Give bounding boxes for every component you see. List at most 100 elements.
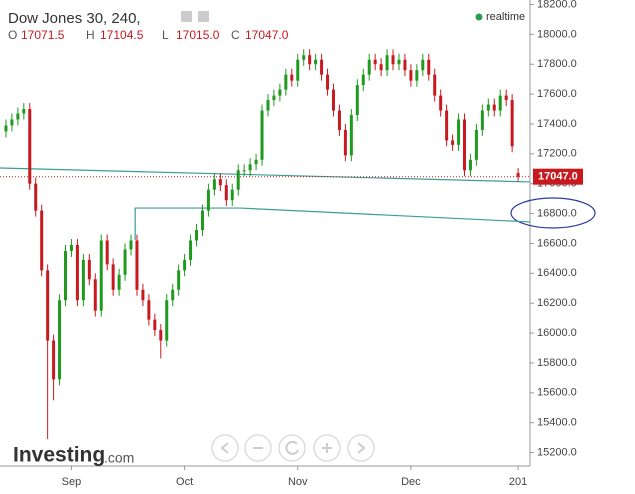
x-tick-label: Oct <box>176 476 193 488</box>
candle-body <box>415 70 419 81</box>
candle-body <box>93 279 97 311</box>
y-tick-label: 15800.0 <box>537 357 577 369</box>
plot-area <box>0 0 530 466</box>
candle-body <box>516 173 520 177</box>
y-tick-label: 17200.0 <box>537 148 577 160</box>
x-tick-label: Nov <box>288 476 308 488</box>
candle-body <box>474 129 478 160</box>
candle-body <box>22 109 26 114</box>
nav-buttons <box>211 434 375 462</box>
candle-body <box>433 74 437 96</box>
candle-body <box>64 250 68 301</box>
candle-body <box>147 300 151 320</box>
candle-body <box>326 74 330 90</box>
y-tick-label: 16400.0 <box>537 267 577 279</box>
annotation-ellipse <box>510 197 596 229</box>
candle-body <box>111 264 115 290</box>
candle-body <box>171 289 175 301</box>
candle-body <box>331 89 335 111</box>
candle-body <box>75 244 79 301</box>
x-tick-label: Dec <box>401 476 421 488</box>
y-tick-label: 18200.0 <box>537 0 577 10</box>
candle-body <box>284 74 288 90</box>
ohlc-value: 17104.5 <box>100 28 144 42</box>
candle-body <box>355 85 359 116</box>
candle-body <box>320 59 324 75</box>
chart-title: Dow Jones 30, 240, <box>8 10 141 27</box>
y-tick-label: 16000.0 <box>537 327 577 339</box>
candle-body <box>195 230 199 241</box>
title-icons <box>181 11 209 22</box>
candle-body <box>135 240 139 290</box>
candle-body <box>492 104 496 111</box>
candle-body <box>69 244 73 251</box>
candle-body <box>206 189 210 211</box>
candle-body <box>34 183 38 211</box>
candle-body <box>278 89 282 96</box>
candle-body <box>189 240 193 260</box>
candle-body <box>117 274 121 290</box>
candle-body <box>260 110 264 160</box>
candle-body <box>165 300 169 341</box>
candle-body <box>391 55 395 65</box>
candle-body <box>337 110 341 130</box>
candle-body <box>308 55 312 65</box>
candle-body <box>468 159 472 171</box>
candle-body <box>4 125 8 132</box>
candle-body <box>248 164 252 171</box>
candle-body <box>254 159 258 165</box>
candle-body <box>40 210 44 271</box>
candle-body <box>427 59 431 75</box>
reset[interactable] <box>278 434 306 462</box>
candle-body <box>183 259 187 271</box>
realtime-label: realtime <box>486 11 525 23</box>
candle-body <box>123 249 127 275</box>
scroll-left[interactable] <box>211 434 239 462</box>
candle-body <box>457 119 461 145</box>
candle-body <box>129 240 133 250</box>
candle-body <box>409 70 413 81</box>
ohlc-letter: C <box>231 28 240 42</box>
x-tick-label: 201 <box>509 476 527 488</box>
ohlc-letter: L <box>162 28 169 42</box>
scroll-right[interactable] <box>347 434 375 462</box>
candle-body <box>296 59 300 81</box>
candle-body <box>314 59 318 65</box>
candle-body <box>302 55 306 60</box>
candle-body <box>343 129 347 156</box>
candle-body <box>445 110 449 141</box>
ohlc-letter: H <box>86 28 95 42</box>
y-tick-label: 17600.0 <box>537 88 577 100</box>
candle-body <box>349 115 353 156</box>
candle-body <box>224 185 228 201</box>
y-tick-label: 15200.0 <box>537 446 577 458</box>
candle-body <box>266 100 270 111</box>
candle-body <box>462 119 466 171</box>
candle-body <box>480 110 484 130</box>
candle-body <box>153 319 157 331</box>
candle-body <box>486 104 490 111</box>
y-tick-label: 17800.0 <box>537 58 577 70</box>
x-tick-label: Sep <box>62 476 82 488</box>
realtime-dot <box>475 13 483 21</box>
candle-body <box>218 179 222 186</box>
logo-suffix: .com <box>104 450 134 466</box>
candle-body <box>510 100 514 147</box>
candle-body <box>385 55 389 71</box>
candle-body <box>99 240 103 311</box>
candle-body <box>451 140 455 145</box>
candle-body <box>242 170 246 172</box>
ohlc-letter: O <box>8 28 17 42</box>
candle-body <box>403 59 407 71</box>
trend-line <box>134 207 531 241</box>
candle-body <box>200 210 204 231</box>
candle-body <box>361 74 365 86</box>
y-tick-label: 15600.0 <box>537 387 577 399</box>
y-tick-label: 16200.0 <box>537 297 577 309</box>
y-tick-label: 18000.0 <box>537 28 577 40</box>
y-tick-label: 17400.0 <box>537 118 577 130</box>
candle-body <box>272 95 276 101</box>
candle-body <box>290 74 294 81</box>
candle-body <box>81 259 85 301</box>
candle-body <box>10 119 14 126</box>
